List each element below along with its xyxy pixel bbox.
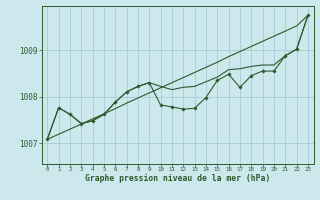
X-axis label: Graphe pression niveau de la mer (hPa): Graphe pression niveau de la mer (hPa): [85, 174, 270, 183]
